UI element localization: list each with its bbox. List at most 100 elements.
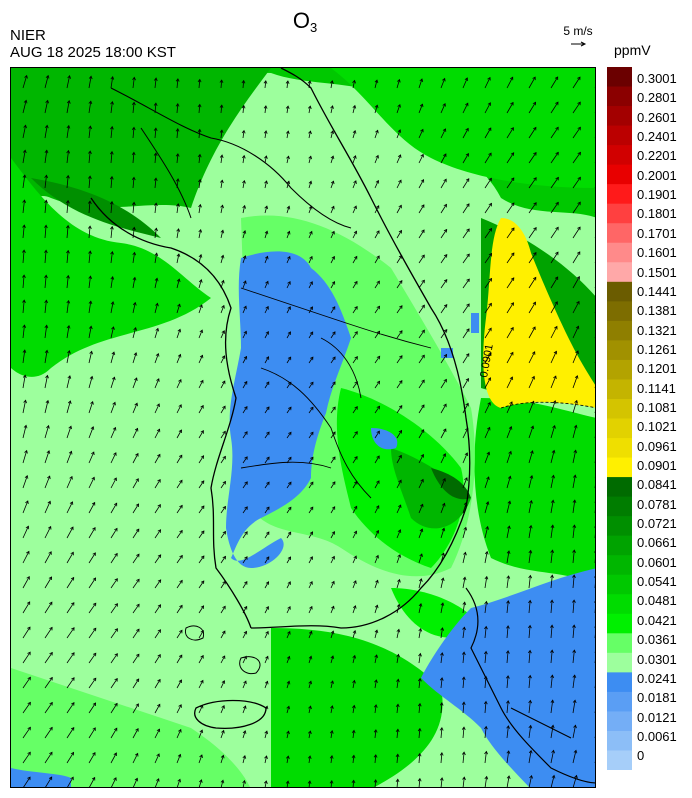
wind-arrow-head	[506, 775, 511, 779]
wind-arrow-head	[132, 76, 136, 81]
wind-arrow-head	[200, 654, 204, 659]
wind-arrow	[418, 229, 425, 239]
wind-arrow	[110, 553, 118, 564]
wind-arrow-head	[483, 675, 488, 680]
wind-arrow	[242, 606, 248, 614]
wind-arrow	[572, 725, 576, 739]
wind-arrow-head	[375, 529, 380, 534]
wind-arrow-head	[286, 180, 291, 185]
wind-arrow-head	[220, 754, 225, 759]
wind-arrow-head	[221, 729, 225, 734]
wind-arrow	[220, 405, 226, 414]
wind-arrow-head	[155, 327, 160, 332]
wind-arrow	[594, 534, 595, 538]
wind-arrow	[440, 727, 443, 739]
wind-arrow	[484, 352, 492, 364]
wind-arrow-head	[374, 629, 379, 634]
wind-arrow-head	[508, 450, 512, 455]
wind-arrow	[286, 206, 290, 214]
wind-arrow-head	[176, 228, 181, 232]
wind-arrow-head	[198, 253, 203, 258]
wind-arrow-head	[244, 456, 248, 460]
wind-arrow-head	[419, 578, 423, 582]
wind-arrow-head	[91, 776, 96, 781]
wind-arrow	[176, 178, 179, 189]
colorbar-tick-label: 0	[637, 748, 645, 764]
wind-arrow	[550, 775, 555, 787]
wind-arrow-head	[156, 778, 160, 782]
wind-arrow-head	[200, 679, 204, 684]
wind-arrow-head	[70, 726, 75, 731]
wind-arrow	[572, 650, 575, 664]
wind-arrow	[22, 350, 26, 364]
wind-arrow	[132, 227, 135, 239]
wind-arrow-head	[135, 503, 139, 507]
wind-arrow	[374, 155, 379, 164]
wind-arrow-head	[287, 306, 291, 310]
wind-arrow-head	[354, 356, 358, 360]
wind-arrow-head	[374, 79, 379, 84]
wind-arrow-head	[157, 554, 162, 558]
wind-arrow-head	[421, 204, 425, 208]
wind-arrow	[506, 77, 514, 89]
wind-arrow	[462, 253, 470, 264]
wind-arrow	[330, 431, 336, 439]
wind-arrow-head	[242, 179, 246, 184]
wind-arrow-head	[197, 78, 202, 83]
wind-arrow-head	[178, 654, 183, 659]
wind-arrow	[528, 575, 531, 589]
wind-arrow-head	[397, 578, 401, 583]
wind-arrow-head	[417, 777, 422, 782]
wind-arrow	[374, 580, 379, 589]
wind-arrow-head	[420, 153, 424, 158]
wind-arrow-head	[157, 529, 162, 533]
wind-arrow-head	[44, 249, 48, 254]
wind-arrow-head	[530, 425, 535, 430]
wind-arrow	[66, 275, 69, 289]
wind-arrow	[22, 375, 26, 389]
colorbar-segment	[607, 711, 632, 732]
wind-arrow-head	[441, 552, 445, 557]
wind-arrow	[132, 703, 139, 714]
wind-arrow-head	[575, 350, 579, 355]
wind-arrow-head	[550, 624, 554, 629]
wind-arrow	[506, 352, 514, 364]
wind-arrow-head	[509, 376, 514, 381]
wind-arrow-head	[376, 455, 380, 459]
wind-arrow	[462, 477, 468, 489]
wind-arrow	[264, 80, 267, 89]
wind-arrow	[286, 156, 289, 164]
wind-arrow	[528, 700, 531, 714]
wind-arrow	[220, 105, 223, 114]
wind-arrow-head	[461, 676, 466, 680]
wind-arrow	[242, 356, 247, 364]
wind-arrow-head	[488, 352, 492, 356]
wind-arrow	[154, 579, 162, 589]
wind-arrow	[352, 80, 355, 89]
wind-arrow-head	[111, 351, 116, 356]
wind-arrow	[154, 228, 157, 239]
wind-arrow-head	[113, 777, 117, 781]
wind-arrow	[484, 377, 491, 389]
wind-arrow-head	[200, 430, 204, 434]
wind-arrow	[418, 479, 424, 489]
wind-arrow-head	[550, 499, 555, 504]
wind-arrow	[572, 301, 580, 314]
wind-arrow	[176, 278, 180, 289]
wind-arrow-head	[399, 305, 403, 309]
wind-arrow-head	[27, 726, 31, 731]
wind-arrow-head	[488, 277, 493, 282]
wind-arrow-head	[89, 375, 94, 380]
wind-arrow	[242, 155, 245, 164]
wind-arrow	[44, 752, 53, 764]
wind-arrow-head	[488, 202, 492, 207]
wind-arrow-head	[24, 474, 29, 479]
wind-arrow-head	[285, 80, 290, 84]
colorbar-tick-label: 0.0541	[637, 574, 677, 590]
wind-arrow	[22, 551, 30, 564]
wind-arrow	[110, 151, 113, 164]
wind-arrow-head	[265, 280, 269, 285]
wind-arrow-head	[375, 154, 379, 159]
wind-arrow-head	[134, 752, 139, 757]
unit-label: ppmV	[614, 42, 651, 58]
